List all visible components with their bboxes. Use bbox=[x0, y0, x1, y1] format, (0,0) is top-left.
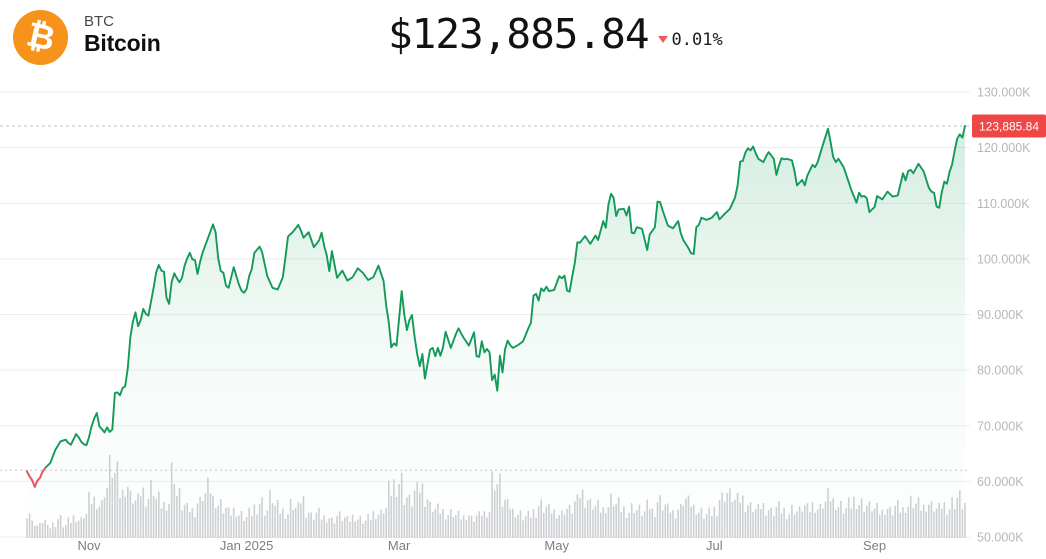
current-price-badge-label: 123,885.84 bbox=[979, 120, 1039, 134]
volume-bars bbox=[26, 455, 966, 538]
y-axis-tick-label: 120.000K bbox=[977, 141, 1031, 155]
y-axis-tick-label: 110.000K bbox=[977, 197, 1030, 211]
current-price-badge: 123,885.84 bbox=[972, 114, 1046, 138]
price-line-negative bbox=[26, 467, 47, 488]
widget-header: ₿ BTC Bitcoin $123,885.84 0.01% bbox=[0, 0, 1046, 82]
coin-name: Bitcoin bbox=[84, 30, 161, 56]
bitcoin-logo: ₿ bbox=[13, 10, 68, 65]
price-area bbox=[27, 125, 965, 539]
x-axis-tick-label: Jul bbox=[706, 538, 723, 553]
x-axis-tick-label: Mar bbox=[388, 538, 411, 553]
current-price: $123,885.84 bbox=[388, 10, 650, 58]
y-axis-tick-label: 90.000K bbox=[977, 308, 1024, 322]
arrow-down-icon bbox=[657, 36, 668, 44]
y-axis-tick-label: 60.000K bbox=[977, 475, 1024, 489]
price-block: $123,885.84 0.01% bbox=[388, 10, 723, 58]
coin-symbol: BTC bbox=[84, 13, 114, 30]
y-axis-tick-label: 50.000K bbox=[977, 531, 1024, 545]
price-change-percent: 0.01% bbox=[671, 29, 723, 50]
x-axis-tick-label: Nov bbox=[77, 538, 101, 553]
y-axis-tick-label: 130.000K bbox=[977, 86, 1031, 100]
price-line bbox=[26, 124, 966, 488]
x-axis-tick-label: Jan 2025 bbox=[220, 538, 274, 553]
x-axis-tick-label: Sep bbox=[863, 538, 886, 553]
x-axis-tick-label: May bbox=[544, 538, 569, 553]
y-axis-tick-label: 70.000K bbox=[977, 419, 1024, 433]
y-axis-labels: 130.000K 120.000K 110.000K 100.000K 90.000K 8… bbox=[977, 86, 1031, 545]
y-axis-tick-label: 80.000K bbox=[977, 364, 1024, 378]
x-axis-labels: Nov Jan 2025 Mar May Jul Sep bbox=[77, 538, 886, 553]
y-axis-tick-label: 100.000K bbox=[977, 252, 1031, 266]
price-change: 0.01% bbox=[657, 29, 723, 58]
